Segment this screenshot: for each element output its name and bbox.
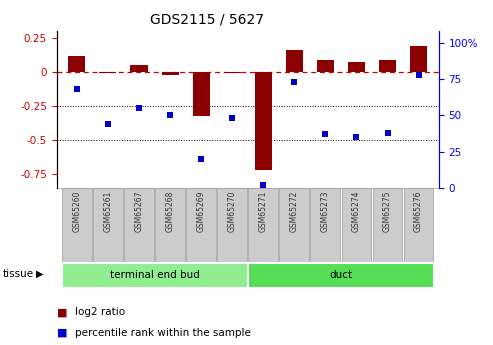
Text: ▶: ▶ bbox=[35, 269, 43, 279]
Bar bbox=[342, 188, 371, 262]
Bar bbox=[317, 60, 334, 72]
Text: GDS2115 / 5627: GDS2115 / 5627 bbox=[150, 12, 264, 26]
Bar bbox=[311, 188, 340, 262]
Text: GSM65273: GSM65273 bbox=[321, 190, 330, 232]
Text: GSM65268: GSM65268 bbox=[166, 190, 175, 231]
Text: GSM65260: GSM65260 bbox=[72, 190, 81, 232]
Bar bbox=[280, 188, 309, 262]
Text: tissue: tissue bbox=[2, 269, 34, 279]
Bar bbox=[224, 72, 241, 73]
Bar bbox=[373, 188, 402, 262]
Text: GSM65276: GSM65276 bbox=[414, 190, 423, 232]
Bar bbox=[186, 188, 216, 262]
Text: GSM65261: GSM65261 bbox=[104, 190, 112, 231]
Bar bbox=[348, 62, 365, 72]
Bar bbox=[217, 188, 247, 262]
Text: GSM65272: GSM65272 bbox=[290, 190, 299, 231]
Bar bbox=[379, 60, 396, 72]
Text: duct: duct bbox=[329, 270, 352, 280]
Bar bbox=[193, 72, 210, 116]
Text: ■: ■ bbox=[57, 328, 67, 338]
Bar bbox=[155, 188, 185, 262]
Bar bbox=[248, 188, 278, 262]
Bar bbox=[69, 56, 85, 72]
Text: GSM65267: GSM65267 bbox=[135, 190, 143, 232]
Text: GSM65275: GSM65275 bbox=[383, 190, 392, 232]
Text: terminal end bud: terminal end bud bbox=[109, 270, 200, 280]
Text: GSM65274: GSM65274 bbox=[352, 190, 361, 232]
Text: GSM65269: GSM65269 bbox=[197, 190, 206, 232]
Bar bbox=[286, 50, 303, 72]
Bar bbox=[404, 188, 433, 262]
Bar bbox=[248, 264, 433, 287]
Bar bbox=[62, 264, 247, 287]
Bar bbox=[93, 188, 123, 262]
Bar bbox=[131, 65, 147, 72]
Text: log2 ratio: log2 ratio bbox=[75, 307, 126, 317]
Bar bbox=[410, 46, 427, 72]
Bar bbox=[255, 72, 272, 170]
Text: GSM65271: GSM65271 bbox=[259, 190, 268, 231]
Text: ■: ■ bbox=[57, 307, 67, 317]
Text: percentile rank within the sample: percentile rank within the sample bbox=[75, 328, 251, 338]
Text: GSM65270: GSM65270 bbox=[228, 190, 237, 232]
Bar bbox=[62, 188, 92, 262]
Bar bbox=[124, 188, 154, 262]
Bar bbox=[162, 72, 178, 75]
Bar bbox=[100, 72, 116, 73]
